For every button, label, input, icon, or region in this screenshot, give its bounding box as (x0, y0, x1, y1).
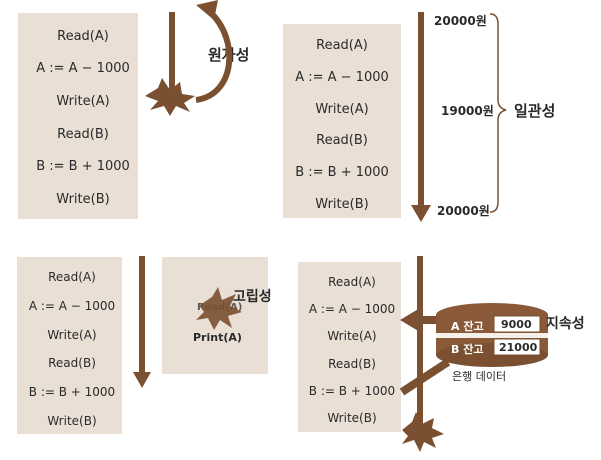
failure-burst-icon (145, 78, 195, 116)
recover-from-db-arrow (399, 358, 451, 396)
rollback-arrow (195, 9, 233, 103)
op-line: Write(B) (327, 411, 377, 426)
isolation-operations: Read(A) A := A − 1000 Write(A) Read(B) B… (17, 263, 127, 435)
amount-middle: 19000원 (441, 104, 494, 118)
account-b-value-box (493, 338, 541, 356)
op-line: Read(A) (48, 270, 96, 285)
op-line: Write(A) (56, 94, 110, 110)
op-line: Write(B) (47, 413, 97, 428)
op-line: Write(A) (315, 101, 369, 117)
op-line: Read(B) (57, 126, 109, 142)
isolation-arrowhead-icon (133, 372, 151, 388)
conflict-burst-icon (196, 287, 242, 330)
op-line: A := A − 1000 (295, 69, 389, 85)
durability-operations: Read(A) A := A − 1000 Write(A) Read(B) B… (298, 268, 406, 432)
durability-label: 지속성 (546, 316, 585, 332)
op-line: Write(B) (56, 192, 110, 208)
rollback-arrowhead-icon (196, 0, 218, 20)
database-label: 은행 데이터 (452, 370, 507, 383)
consistency-label: 일관성 (514, 102, 556, 120)
op-line: Read(A) (316, 38, 368, 54)
op-line: Read(A) (57, 28, 109, 44)
op-line: Read(B) (48, 356, 96, 371)
amount-start: 20000원 (434, 14, 487, 28)
print-label: Print(A) (193, 331, 242, 344)
op-line: Read(B) (328, 356, 376, 371)
account-a-value-box (493, 315, 541, 333)
isolation-transaction-box (17, 257, 122, 434)
account-a-value: 9000 (501, 318, 532, 331)
op-line: Write(A) (47, 327, 97, 342)
op-line: A := A − 1000 (28, 298, 116, 313)
atomicity-operations: Read(A) A := A − 1000 Write(A) Read(B) B… (18, 20, 148, 216)
consistency-transaction-box (283, 24, 401, 218)
atomicity-transaction-box (18, 13, 138, 219)
op-line: B := B + 1000 (36, 159, 130, 175)
consistency-operations: Read(A) A := A − 1000 Write(A) Read(B) B… (283, 30, 401, 220)
write-arrowhead-icon (400, 308, 420, 332)
account-b-value: 21000 (499, 341, 538, 354)
op-line: B := B + 1000 (308, 383, 396, 398)
op-line: A := A − 1000 (308, 301, 396, 316)
op-line: Read(B) (316, 133, 368, 149)
op-line: Write(A) (327, 329, 377, 344)
op-line: A := A − 1000 (36, 61, 130, 77)
op-line: Write(B) (315, 196, 369, 212)
durability-burst-icon (402, 412, 444, 452)
consistency-brace (489, 13, 507, 213)
op-line: Read(A) (328, 274, 376, 289)
account-b-label: B 잔고 (451, 343, 484, 356)
isolation-label: 고립성 (233, 289, 272, 305)
op-line: B := B + 1000 (28, 384, 116, 399)
durability-transaction-box (298, 262, 401, 432)
account-a-label: A 잔고 (451, 320, 484, 333)
database-cylinder-icon (436, 303, 548, 367)
op-line: B := B + 1000 (295, 164, 389, 180)
amount-end: 20000원 (437, 204, 490, 218)
consistency-arrowhead-icon (411, 205, 431, 222)
